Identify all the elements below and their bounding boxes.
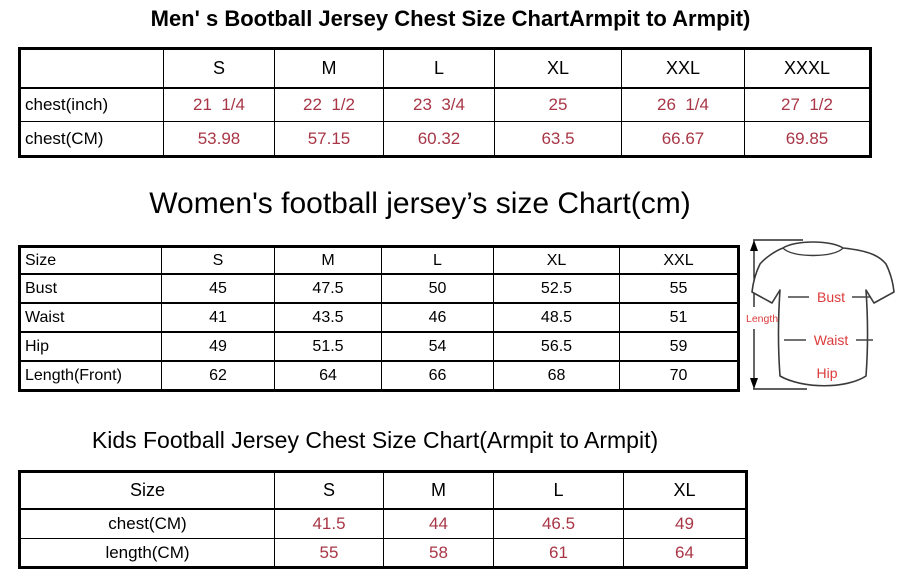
women-value-cell: 41 (161, 302, 275, 333)
men-value-cell: 27 1/2 (744, 87, 871, 122)
women-value-cell: 49 (161, 331, 275, 362)
women-value-cell: 64 (274, 360, 382, 392)
women-value-cell: 56.5 (493, 331, 620, 362)
men-corner-cell (19, 48, 164, 89)
women-value-cell: 50 (381, 273, 494, 304)
bust-label: Bust (817, 289, 845, 305)
men-row-label-chest-inch: chest(inch) (19, 87, 164, 122)
men-header-row: S M L XL XXL XXXL (19, 48, 871, 89)
women-header-row: Size S M L XL XXL (19, 245, 739, 275)
collar-line (782, 247, 844, 257)
men-value-cell: 25 (494, 87, 622, 122)
kids-value-cell: 44 (383, 508, 494, 539)
women-value-cell: 66 (381, 360, 494, 392)
women-column-header-m: M (274, 245, 382, 275)
women-column-header-size: Size (19, 245, 162, 275)
hip-label: Hip (816, 365, 837, 381)
women-row-bust: Bust 45 47.5 50 52.5 55 (19, 273, 739, 304)
women-value-cell: 47.5 (274, 273, 382, 304)
women-value-cell: 51.5 (274, 331, 382, 362)
kids-column-header-size: Size (19, 471, 275, 510)
kids-column-header-xl: XL (623, 471, 747, 510)
women-value-cell: 59 (619, 331, 739, 362)
length-label: Length (746, 313, 778, 325)
kids-column-header-s: S (274, 471, 384, 510)
women-value-cell: 43.5 (274, 302, 382, 333)
men-value-cell: 21 1/4 (163, 87, 275, 122)
men-row-chest-inch: chest(inch) 21 1/4 22 1/2 23 3/4 25 26 1… (19, 87, 871, 122)
men-value-cell: 22 1/2 (274, 87, 384, 122)
women-value-cell: 62 (161, 360, 275, 392)
men-row-chest-cm: chest(CM) 53.98 57.15 60.32 63.5 66.67 6… (19, 121, 871, 157)
men-column-header-m: M (274, 48, 384, 89)
women-value-cell: 52.5 (493, 273, 620, 304)
women-column-header-l: L (381, 245, 494, 275)
women-row-waist: Waist 41 43.5 46 48.5 51 (19, 302, 739, 333)
men-value-cell: 66.67 (621, 121, 745, 157)
women-row-length-front: Length(Front) 62 64 66 68 70 (19, 360, 739, 392)
men-value-cell: 69.85 (744, 121, 871, 157)
women-column-header-s: S (161, 245, 275, 275)
kids-row-label-length-cm: length(CM) (19, 538, 275, 568)
kids-row-length-cm: length(CM) 55 58 61 64 (19, 538, 747, 568)
men-column-header-s: S (163, 48, 275, 89)
women-value-cell: 45 (161, 273, 275, 304)
women-chart-title: Women's football jersey’s size Chart(cm) (149, 187, 691, 220)
waist-label: Waist (814, 332, 849, 348)
women-row-label-bust: Bust (19, 273, 162, 304)
kids-value-cell: 46.5 (493, 508, 624, 539)
kids-size-table: Size S M L XL chest(CM) 41.5 44 46.5 49 … (18, 470, 748, 569)
men-chart-title: Men' s Bootball Jersey Chest Size ChartA… (150, 6, 751, 31)
women-column-header-xl: XL (493, 245, 620, 275)
length-arrow (750, 239, 807, 390)
men-size-table: S M L XL XXL XXXL chest(inch) 21 1/4 22 … (18, 47, 872, 158)
women-value-cell: 54 (381, 331, 494, 362)
men-column-header-l: L (383, 48, 495, 89)
kids-value-cell: 64 (623, 538, 747, 568)
women-value-cell: 46 (381, 302, 494, 333)
women-column-header-xxl: XXL (619, 245, 739, 275)
men-value-cell: 26 1/4 (621, 87, 745, 122)
men-column-header-xxxl: XXXL (744, 48, 871, 89)
men-value-cell: 23 3/4 (383, 87, 495, 122)
men-value-cell: 63.5 (494, 121, 622, 157)
kids-value-cell: 55 (274, 538, 384, 568)
women-row-label-hip: Hip (19, 331, 162, 362)
men-value-cell: 53.98 (163, 121, 275, 157)
men-value-cell: 60.32 (383, 121, 495, 157)
kids-value-cell: 41.5 (274, 508, 384, 539)
tshirt-graphic (751, 241, 895, 387)
women-row-label-length-front: Length(Front) (19, 360, 162, 392)
women-value-cell: 48.5 (493, 302, 620, 333)
women-size-table: Size S M L XL XXL Bust 45 47.5 50 52.5 5… (18, 245, 740, 392)
women-row-hip: Hip 49 51.5 54 56.5 59 (19, 331, 739, 362)
kids-column-header-m: M (383, 471, 494, 510)
women-value-cell: 68 (493, 360, 620, 392)
kids-chart-title: Kids Football Jersey Chest Size Chart(Ar… (91, 427, 659, 453)
women-value-cell: 51 (619, 302, 739, 333)
kids-row-chest-cm: chest(CM) 41.5 44 46.5 49 (19, 508, 747, 539)
kids-value-cell: 49 (623, 508, 747, 539)
tshirt-measurement-diagram: Bust Waist Hip Length (745, 237, 901, 395)
kids-value-cell: 58 (383, 538, 494, 568)
kids-row-label-chest-cm: chest(CM) (19, 508, 275, 539)
women-value-cell: 70 (619, 360, 739, 392)
kids-column-header-l: L (493, 471, 624, 510)
men-column-header-xxl: XXL (621, 48, 745, 89)
women-row-label-waist: Waist (19, 302, 162, 333)
women-value-cell: 55 (619, 273, 739, 304)
men-value-cell: 57.15 (274, 121, 384, 157)
kids-header-row: Size S M L XL (19, 471, 747, 510)
men-column-header-xl: XL (494, 48, 622, 89)
kids-value-cell: 61 (493, 538, 624, 568)
men-row-label-chest-cm: chest(CM) (19, 121, 164, 157)
